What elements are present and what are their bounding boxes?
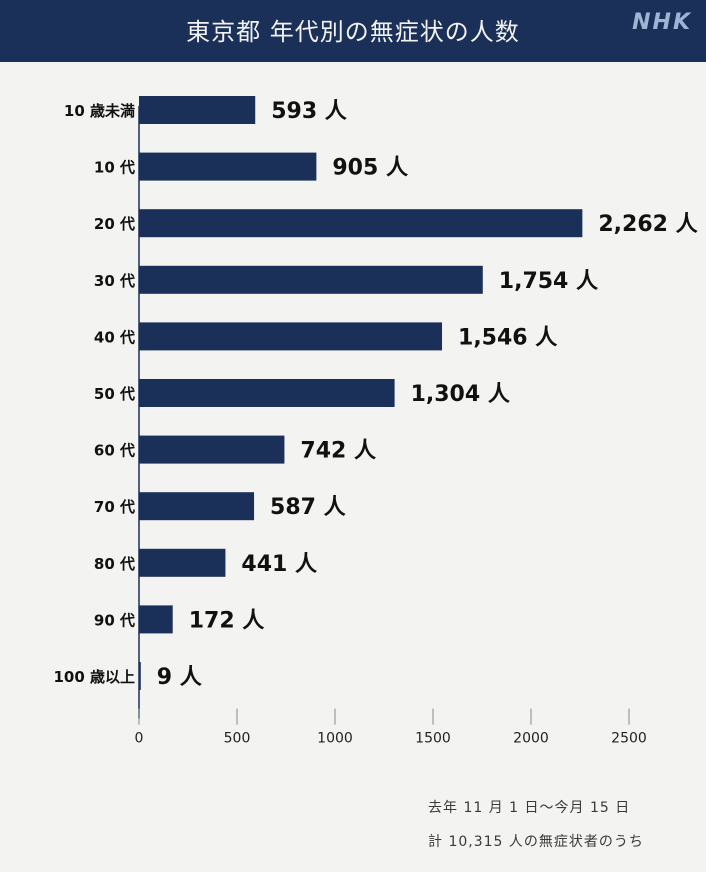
category-label: 80 代 [94, 555, 135, 573]
data-label: 172 人 [189, 608, 265, 633]
category-label: 60 代 [94, 442, 135, 460]
data-label: 587 人 [270, 495, 346, 520]
bar [139, 379, 395, 407]
bar [139, 209, 583, 238]
bar [139, 605, 173, 634]
category-label: 20 代 [94, 215, 135, 233]
x-tick-label: 2000 [513, 731, 549, 747]
bar [139, 492, 255, 521]
footnote-total: 計 10,315 人の無症状者のうち [428, 834, 644, 850]
category-label: 10 歳未満 [64, 102, 135, 120]
nhk-logo: NHK [632, 10, 692, 35]
bar [139, 265, 483, 294]
category-label: 90 代 [94, 611, 135, 629]
category-label: 40 代 [94, 328, 135, 346]
bar-chart: 10 歳未満 593 人 10 代 905 人 20 代 2,262 人 30 代 1,754… [53, 96, 698, 747]
bar [139, 662, 141, 690]
category-label: 10 代 [94, 159, 135, 177]
data-label: 742 人 [300, 439, 376, 464]
data-label: 2,262 人 [598, 212, 697, 237]
footnote-period: 去年 11 月 1 日〜今月 15 日 [428, 800, 631, 816]
bar [139, 548, 226, 577]
data-label: 593 人 [271, 99, 347, 124]
bar [139, 152, 317, 181]
category-label: 30 代 [94, 272, 135, 290]
category-label: 50 代 [94, 385, 135, 403]
chart-title: 東京都 年代別の無症状の人数 [186, 18, 520, 46]
category-label: 100 歳以上 [53, 668, 135, 686]
x-tick-label: 1500 [415, 731, 451, 747]
x-tick-label: 500 [224, 731, 251, 747]
category-label: 70 代 [94, 498, 135, 516]
x-tick-label: 1000 [317, 731, 353, 747]
data-label: 905 人 [332, 156, 408, 181]
bar [139, 435, 285, 464]
data-label: 1,546 人 [458, 325, 557, 350]
x-tick-label: 2500 [611, 731, 647, 747]
data-label: 1,754 人 [499, 269, 598, 294]
bar [139, 96, 256, 124]
data-label: 1,304 人 [411, 382, 510, 407]
data-label: 9 人 [157, 665, 202, 690]
x-tick-label: 0 [135, 731, 144, 747]
data-label: 441 人 [241, 552, 317, 577]
chart-header: 東京都 年代別の無症状の人数 NHK [0, 0, 706, 62]
bar [139, 322, 443, 351]
